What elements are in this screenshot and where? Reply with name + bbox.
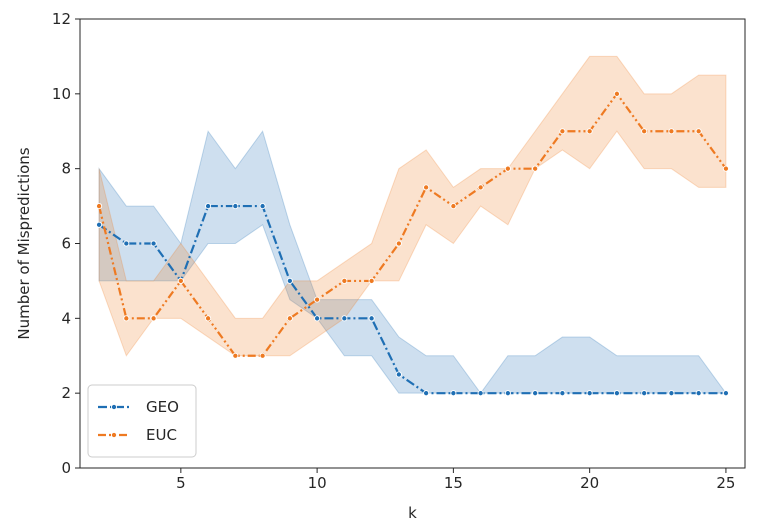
geo-legend-marker bbox=[110, 403, 118, 411]
euc-point bbox=[722, 165, 729, 172]
euc-point bbox=[641, 128, 648, 135]
euc-point bbox=[314, 296, 321, 303]
euc-point bbox=[150, 315, 157, 322]
geo-point bbox=[477, 390, 484, 397]
legend: GEO EUC bbox=[87, 384, 197, 458]
y-axis-label: Number of Mispredictions bbox=[15, 147, 33, 339]
geo-point bbox=[96, 221, 103, 228]
euc-point bbox=[559, 128, 566, 135]
geo-point bbox=[259, 203, 266, 210]
euc-point bbox=[259, 352, 266, 359]
x-axis-label: k bbox=[408, 504, 417, 522]
confidence-bands bbox=[98, 55, 727, 395]
y-tick-label: 8 bbox=[61, 160, 71, 178]
geo-point bbox=[395, 371, 402, 378]
euc-legend-marker bbox=[110, 431, 118, 439]
geo-point bbox=[123, 240, 130, 247]
y-tick-label: 2 bbox=[61, 384, 71, 402]
y-tick-label: 6 bbox=[61, 235, 71, 253]
euc-point bbox=[504, 165, 511, 172]
euc-series-line bbox=[98, 91, 727, 357]
x-tick-label: 20 bbox=[580, 474, 599, 492]
geo-point bbox=[314, 315, 321, 322]
euc-point bbox=[423, 184, 430, 191]
euc-point bbox=[232, 352, 239, 359]
series-markers bbox=[96, 90, 729, 397]
geo-point bbox=[205, 203, 212, 210]
geo-series-line bbox=[98, 204, 726, 395]
geo-point bbox=[450, 390, 457, 397]
geo-point bbox=[150, 240, 157, 247]
geo-point bbox=[586, 390, 593, 397]
euc-point bbox=[368, 277, 375, 284]
x-tick-label: 15 bbox=[444, 474, 463, 492]
x-axis-ticks: 5 10 15 20 25 bbox=[176, 468, 735, 492]
euc-point bbox=[695, 128, 702, 135]
euc-point bbox=[395, 240, 402, 247]
series-lines bbox=[98, 91, 727, 395]
y-axis-ticks: 0 2 4 6 8 10 12 bbox=[52, 10, 80, 477]
geo-point bbox=[722, 390, 729, 397]
geo-point bbox=[641, 390, 648, 397]
euc-point bbox=[123, 315, 130, 322]
geo-point bbox=[423, 390, 430, 397]
geo-point bbox=[668, 390, 675, 397]
geo-point bbox=[504, 390, 511, 397]
euc-point bbox=[668, 128, 675, 135]
euc-point bbox=[613, 90, 620, 97]
geo-point bbox=[532, 390, 539, 397]
geo-point bbox=[341, 315, 348, 322]
geo-legend-label: GEO bbox=[146, 398, 179, 416]
euc-legend-label: EUC bbox=[146, 426, 177, 444]
x-tick-label: 10 bbox=[308, 474, 327, 492]
x-tick-label: 25 bbox=[716, 474, 735, 492]
y-tick-label: 4 bbox=[61, 309, 71, 327]
euc-point bbox=[532, 165, 539, 172]
geo-point bbox=[368, 315, 375, 322]
y-tick-label: 12 bbox=[52, 10, 71, 28]
geo-point bbox=[695, 390, 702, 397]
euc-point bbox=[586, 128, 593, 135]
euc-point bbox=[341, 277, 348, 284]
euc-point bbox=[286, 315, 293, 322]
geo-point bbox=[286, 277, 293, 284]
geo-point bbox=[232, 203, 239, 210]
y-tick-label: 10 bbox=[52, 85, 71, 103]
euc-point bbox=[96, 203, 103, 210]
legend-box bbox=[87, 384, 197, 458]
euc-point bbox=[450, 203, 457, 210]
euc-point bbox=[477, 184, 484, 191]
y-tick-label: 0 bbox=[61, 459, 71, 477]
geo-point bbox=[613, 390, 620, 397]
euc-point bbox=[205, 315, 212, 322]
euc-point bbox=[177, 277, 184, 284]
geo-point bbox=[559, 390, 566, 397]
x-tick-label: 5 bbox=[176, 474, 186, 492]
